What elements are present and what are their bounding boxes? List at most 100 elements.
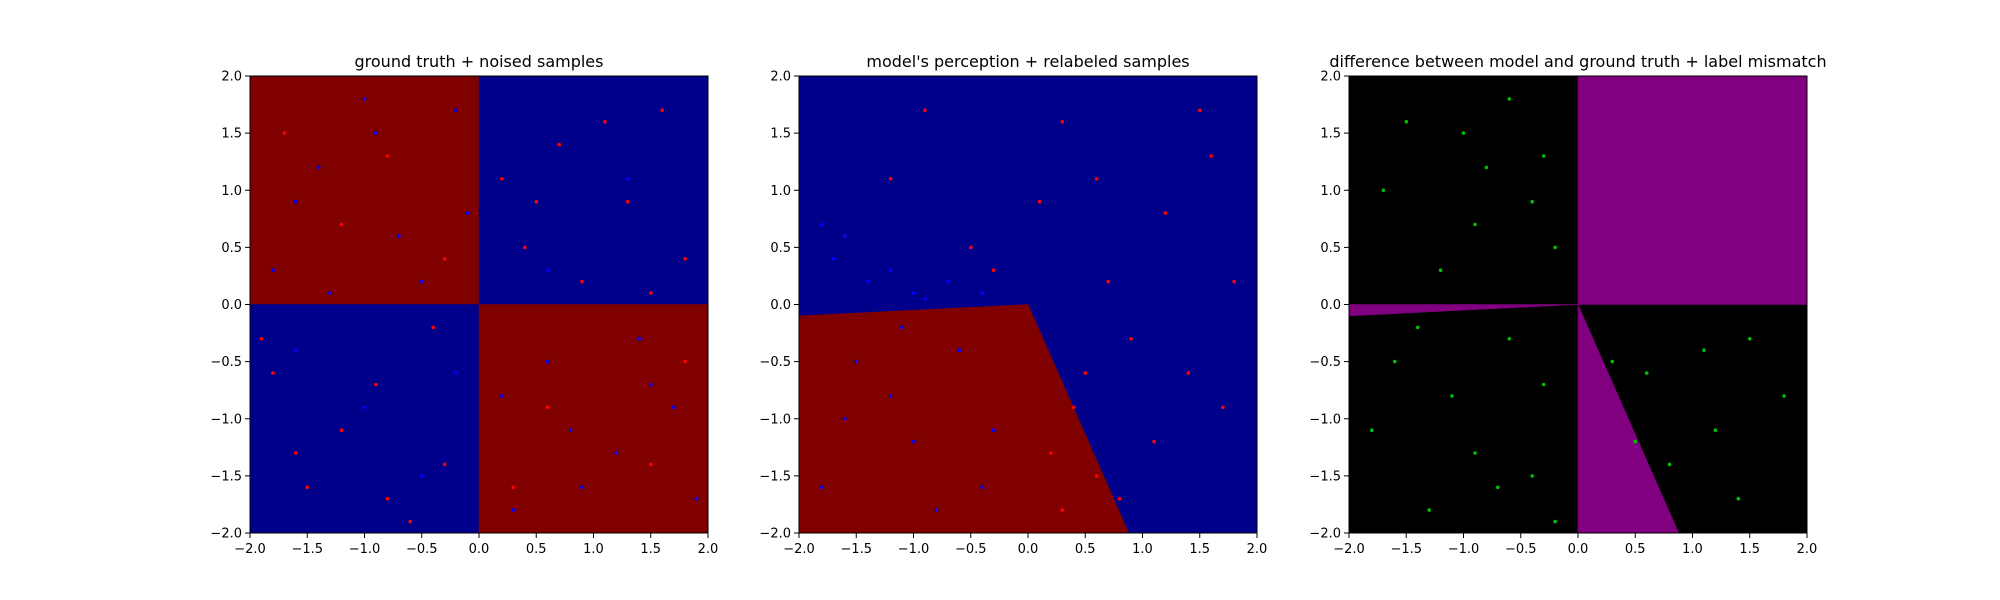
data-point bbox=[339, 222, 344, 227]
x-tick-label: 0.0 bbox=[1568, 542, 1589, 557]
y-tick-label: 2.0 bbox=[770, 70, 791, 85]
data-point bbox=[1186, 371, 1191, 375]
data-point bbox=[1541, 382, 1546, 387]
data-point bbox=[294, 451, 298, 455]
decision-region bbox=[1577, 76, 1807, 305]
data-point bbox=[991, 428, 996, 433]
data-point bbox=[1094, 474, 1099, 478]
data-point bbox=[1163, 211, 1168, 215]
data-point bbox=[900, 325, 904, 330]
y-tick-label: 1.5 bbox=[221, 127, 242, 142]
data-point bbox=[923, 297, 927, 301]
data-point bbox=[545, 405, 550, 410]
data-point bbox=[534, 199, 539, 204]
data-point bbox=[911, 439, 916, 444]
data-point bbox=[523, 245, 527, 250]
x-tick-label: −1.5 bbox=[840, 542, 872, 557]
x-tick-label: −2.0 bbox=[1333, 542, 1365, 557]
decision-region bbox=[478, 304, 708, 533]
data-point bbox=[339, 428, 344, 433]
x-tick-label: 0.5 bbox=[526, 542, 547, 557]
data-point bbox=[1152, 439, 1156, 444]
y-tick-label: −1.0 bbox=[759, 412, 791, 427]
x-tick-label: 1.5 bbox=[1189, 542, 1210, 557]
data-point bbox=[1117, 496, 1122, 501]
data-point bbox=[374, 131, 378, 135]
data-point bbox=[865, 279, 870, 284]
data-point bbox=[1736, 496, 1741, 501]
y-tick-label: 1.5 bbox=[1320, 127, 1341, 142]
data-point bbox=[1610, 359, 1615, 364]
data-point bbox=[626, 199, 630, 204]
data-point bbox=[294, 348, 298, 353]
data-point bbox=[385, 496, 390, 501]
y-tick-label: −0.5 bbox=[1309, 355, 1341, 370]
chart-title: model's perception + relabeled samples bbox=[866, 52, 1189, 71]
x-tick-label: −1.0 bbox=[349, 542, 381, 557]
y-tick-label: 1.0 bbox=[770, 184, 791, 199]
data-point bbox=[683, 359, 687, 364]
data-point bbox=[271, 371, 275, 375]
y-tick-label: −2.0 bbox=[210, 527, 242, 542]
data-point bbox=[305, 485, 310, 490]
x-tick-label: −2.0 bbox=[783, 542, 815, 557]
y-tick-label: −1.5 bbox=[759, 469, 791, 484]
data-point bbox=[820, 222, 824, 227]
data-point bbox=[888, 394, 893, 398]
data-point bbox=[946, 279, 950, 284]
data-point bbox=[1198, 108, 1202, 113]
x-tick-label: 1.0 bbox=[1682, 542, 1703, 557]
data-point bbox=[637, 337, 642, 341]
data-point bbox=[694, 496, 699, 501]
data-point bbox=[1461, 131, 1466, 135]
x-tick-label: 2.0 bbox=[698, 542, 719, 557]
data-point bbox=[271, 268, 275, 273]
decision-region bbox=[250, 304, 480, 533]
data-point bbox=[500, 177, 504, 181]
data-point bbox=[1644, 371, 1649, 375]
data-point bbox=[374, 382, 378, 387]
x-tick-label: 0.5 bbox=[1075, 542, 1096, 557]
y-tick-label: −2.0 bbox=[1309, 527, 1341, 542]
y-tick-label: 0.5 bbox=[221, 241, 242, 256]
data-point bbox=[1094, 177, 1099, 181]
data-point bbox=[991, 268, 996, 273]
data-point bbox=[1060, 119, 1065, 124]
data-point bbox=[1381, 188, 1386, 193]
data-point bbox=[1427, 508, 1431, 512]
data-point bbox=[1370, 428, 1374, 433]
y-tick-label: 0.0 bbox=[770, 298, 791, 313]
data-point bbox=[420, 474, 424, 478]
data-point bbox=[328, 291, 332, 295]
data-point bbox=[888, 268, 893, 273]
data-point bbox=[580, 279, 584, 284]
data-point bbox=[1782, 394, 1786, 398]
y-tick-label: 2.0 bbox=[1320, 70, 1341, 85]
data-point bbox=[649, 462, 653, 467]
data-point bbox=[465, 211, 470, 215]
data-point bbox=[1633, 439, 1638, 444]
data-point bbox=[831, 257, 836, 261]
series-2 bbox=[271, 97, 699, 512]
data-point bbox=[683, 257, 687, 261]
data-point bbox=[980, 291, 984, 295]
data-point bbox=[1473, 222, 1477, 227]
x-tick-label: −1.0 bbox=[1448, 542, 1480, 557]
x-tick-label: 2.0 bbox=[1797, 542, 1818, 557]
data-point bbox=[420, 279, 424, 284]
data-point bbox=[969, 245, 973, 250]
data-point bbox=[1415, 325, 1420, 330]
data-point bbox=[545, 268, 550, 273]
data-point bbox=[362, 405, 367, 410]
data-point bbox=[980, 485, 984, 490]
data-point bbox=[500, 394, 504, 398]
data-point bbox=[660, 108, 664, 113]
data-point bbox=[454, 371, 458, 375]
data-point bbox=[1129, 337, 1133, 341]
data-point bbox=[1713, 428, 1718, 433]
y-tick-label: 0.5 bbox=[1320, 241, 1341, 256]
decision-region bbox=[799, 304, 1130, 533]
data-point bbox=[511, 508, 516, 512]
x-tick-label: −0.5 bbox=[1505, 542, 1537, 557]
